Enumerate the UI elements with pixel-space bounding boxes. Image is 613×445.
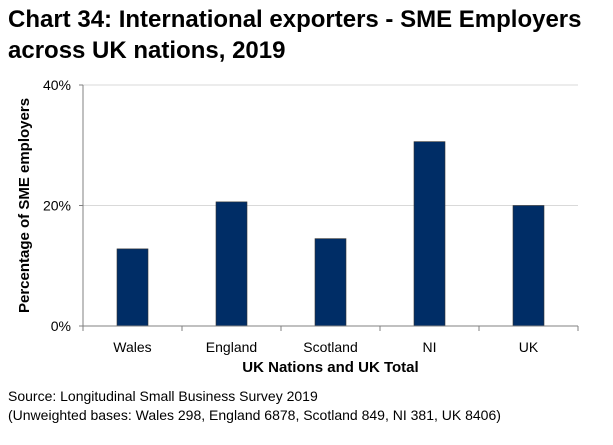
- bar-ni: [413, 141, 446, 327]
- bar-england: [215, 201, 248, 327]
- y-axis-label: Percentage of SME employers: [16, 98, 33, 313]
- x-tick-label: Scotland: [303, 339, 357, 355]
- bar-uk: [512, 205, 545, 327]
- source-note: Source: Longitudinal Small Business Surv…: [8, 388, 318, 404]
- x-tick-label: England: [206, 339, 257, 355]
- x-tick-label: Wales: [113, 339, 151, 355]
- y-tick-label: 0%: [51, 318, 71, 334]
- chart-title: Chart 34: International exporters - SME …: [8, 6, 582, 64]
- bar-wales: [116, 248, 149, 327]
- bases-note: (Unweighted bases: Wales 298, England 68…: [8, 407, 501, 423]
- bar-scotland: [314, 238, 347, 327]
- x-tick-label: NI: [423, 339, 437, 355]
- x-tick-label: UK: [519, 339, 539, 355]
- y-tick-label: 40%: [43, 77, 71, 93]
- y-tick-label: 20%: [43, 198, 71, 214]
- x-axis-label: UK Nations and UK Total: [242, 359, 418, 376]
